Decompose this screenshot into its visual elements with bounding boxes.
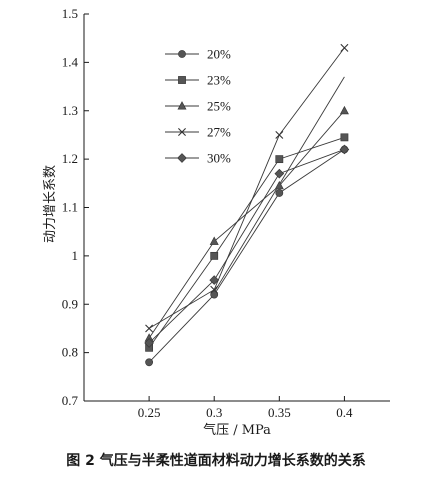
data-point-27pct-0.4 <box>340 43 349 52</box>
series-line-25pct <box>148 110 345 339</box>
y-tick-label: 1.5 <box>62 6 78 21</box>
y-tick-label: 1.2 <box>62 151 78 166</box>
legend-marker <box>178 50 186 58</box>
x-tick-label: 0.35 <box>268 405 291 420</box>
y-tick-label: 0.9 <box>62 296 78 311</box>
chart-axes <box>83 14 390 402</box>
y-tick-label: 1.4 <box>62 54 79 69</box>
data-point-20pct-0.3 <box>210 290 219 299</box>
y-axis-title: 动力增长系数 <box>43 165 58 243</box>
data-point-30pct-0.35 <box>274 168 285 179</box>
data-point-23pct-0.35 <box>275 155 284 164</box>
legend-marker <box>178 128 186 136</box>
legend-marker <box>177 153 187 163</box>
y-tick-label: 1.1 <box>62 200 78 215</box>
series-line-20pct <box>148 149 345 363</box>
legend-marker <box>178 76 186 84</box>
y-tick-label: 1 <box>72 248 79 263</box>
chart-markers <box>144 43 350 367</box>
series-line-27pct <box>148 47 345 329</box>
legend-label: 25% <box>207 99 231 114</box>
y-tick-label: 0.8 <box>62 345 78 360</box>
data-point-27pct-0.3 <box>210 285 219 294</box>
data-point-30pct-0.4 <box>339 144 350 155</box>
data-point-27pct-0.35 <box>275 130 284 139</box>
x-axis-title: 气压 / MPa <box>203 422 271 438</box>
legend-label: 27% <box>207 125 231 140</box>
chart-lines <box>148 47 345 363</box>
data-point-25pct-0.4 <box>339 105 349 115</box>
data-point-20pct-0.25 <box>145 358 154 367</box>
data-point-30pct-0.25 <box>144 338 154 348</box>
data-point-20pct-0.35 <box>275 189 284 197</box>
legend-marker <box>177 101 187 110</box>
x-tick-label: 0.3 <box>206 405 222 420</box>
x-tick-label: 0.4 <box>336 405 353 420</box>
legend-label: 30% <box>207 151 231 166</box>
data-point-30pct-0.3 <box>209 275 220 285</box>
data-point-25pct-0.3 <box>209 236 219 245</box>
chart-ticks: 0.7 0.8 0.9 1 1.1 1.2 1.3 1.4 1.5 0.25 0.3 0.35 0.4 <box>62 6 353 420</box>
series-line-30pct <box>148 148 345 344</box>
data-point-27pct-0.25 <box>145 324 154 333</box>
data-point-23pct-0.4 <box>340 133 349 142</box>
x-tick-label: 0.25 <box>138 405 161 420</box>
chart-legend: 20% 23% 25% 27% 30% <box>165 47 231 166</box>
legend-label: 23% <box>207 73 231 88</box>
figure-caption: 图 2 气压与半柔性道面材料动力增长系数的关系 <box>66 453 366 469</box>
data-point-25pct-0.35 <box>274 180 284 190</box>
legend-label: 20% <box>207 47 231 62</box>
y-tick-label: 0.7 <box>62 393 79 408</box>
y-tick-label: 1.3 <box>62 103 78 118</box>
data-point-23pct-0.3 <box>210 251 219 260</box>
